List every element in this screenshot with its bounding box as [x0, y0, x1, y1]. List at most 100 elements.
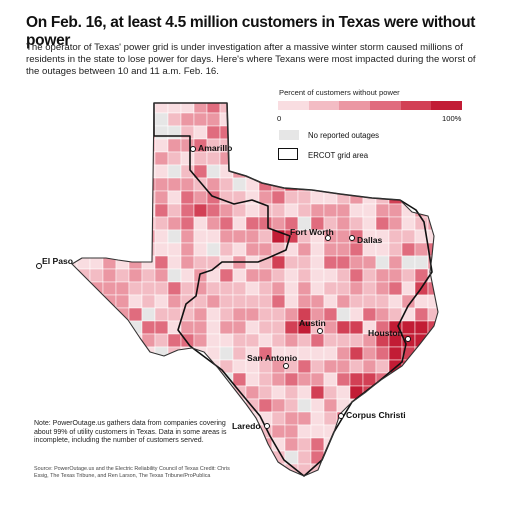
county-tile — [441, 152, 454, 165]
county-tile — [154, 385, 169, 400]
county-tile — [89, 164, 104, 179]
county-tile — [206, 177, 221, 192]
county-tile — [245, 216, 260, 231]
county-tile — [76, 346, 91, 361]
county-tile — [258, 268, 273, 283]
county-tile — [206, 450, 221, 465]
county-tile — [349, 463, 364, 476]
county-tile — [154, 125, 169, 140]
county-tile — [72, 164, 78, 179]
county-tile — [115, 294, 130, 309]
county-tile — [76, 229, 91, 244]
county-tile — [401, 385, 416, 400]
county-tile — [245, 151, 260, 166]
county-tile — [349, 268, 364, 283]
county-tile — [310, 346, 325, 361]
county-tile — [336, 307, 351, 322]
county-tile — [232, 359, 247, 374]
county-tile — [128, 268, 143, 283]
county-tile — [401, 437, 416, 452]
county-tile — [245, 320, 260, 335]
county-tile — [375, 424, 390, 439]
county-tile — [167, 450, 182, 465]
ercot-swatch — [278, 148, 298, 160]
county-tile — [375, 385, 390, 400]
county-tile — [323, 463, 338, 476]
county-tile — [245, 103, 260, 114]
county-tile — [115, 320, 130, 335]
county-tile — [232, 281, 247, 296]
county-tile — [297, 411, 312, 426]
county-tile — [219, 229, 234, 244]
county-tile — [258, 138, 273, 153]
county-tile — [284, 424, 299, 439]
county-tile — [89, 346, 104, 361]
county-tile — [89, 450, 104, 465]
county-tile — [245, 294, 260, 309]
county-tile — [180, 151, 195, 166]
county-tile — [154, 333, 169, 348]
county-tile — [362, 307, 377, 322]
county-tile — [206, 103, 221, 114]
county-tile — [427, 190, 438, 205]
county-tile — [141, 103, 156, 114]
county-tile — [72, 177, 78, 192]
county-tile — [115, 359, 130, 374]
note: Note: PowerOutage.us gathers data from c… — [34, 420, 227, 445]
county-tile — [414, 307, 429, 322]
county-tile — [180, 281, 195, 296]
county-tile — [219, 125, 234, 140]
county-tile — [102, 268, 117, 283]
county-tile — [89, 385, 104, 400]
county-tile — [362, 281, 377, 296]
county-tile — [180, 320, 195, 335]
county-tile — [245, 450, 260, 465]
county-tile — [388, 203, 403, 218]
city-marker-fort-worth — [325, 235, 331, 241]
county-tile — [76, 151, 91, 166]
county-tile — [441, 191, 454, 204]
county-tile — [427, 307, 438, 322]
county-tile — [72, 281, 78, 296]
county-tile — [206, 307, 221, 322]
county-tile — [349, 190, 364, 205]
county-tile — [297, 398, 312, 413]
county-tile — [271, 255, 286, 270]
county-tile — [375, 164, 390, 179]
county-tile — [72, 359, 78, 374]
county-tile — [349, 437, 364, 452]
county-tile — [167, 333, 182, 348]
county-tile — [441, 204, 454, 217]
county-tile — [258, 125, 273, 140]
county-tile — [128, 216, 143, 231]
county-tile — [401, 125, 416, 140]
county-tile — [245, 385, 260, 400]
county-tile — [154, 164, 169, 179]
county-tile — [336, 424, 351, 439]
county-tile — [388, 138, 403, 153]
county-tile — [323, 450, 338, 465]
county-tile — [72, 112, 78, 127]
county-tile — [219, 307, 234, 322]
county-tile — [72, 125, 78, 140]
county-tile — [258, 281, 273, 296]
county-tile — [102, 138, 117, 153]
county-tile — [297, 346, 312, 361]
county-tile — [271, 268, 286, 283]
county-tile — [427, 385, 438, 400]
county-tile — [284, 268, 299, 283]
county-tile — [89, 242, 104, 257]
county-tile — [206, 242, 221, 257]
county-tile — [258, 307, 273, 322]
county-tile — [193, 255, 208, 270]
county-tile — [441, 321, 454, 334]
county-tile — [232, 333, 247, 348]
county-tile — [219, 320, 234, 335]
city-marker-san-antonio — [283, 363, 289, 369]
county-tile — [76, 385, 91, 400]
county-tile — [193, 125, 208, 140]
county-tile — [102, 203, 117, 218]
county-tile — [102, 125, 117, 140]
county-tile — [271, 424, 286, 439]
county-tile — [323, 242, 338, 257]
